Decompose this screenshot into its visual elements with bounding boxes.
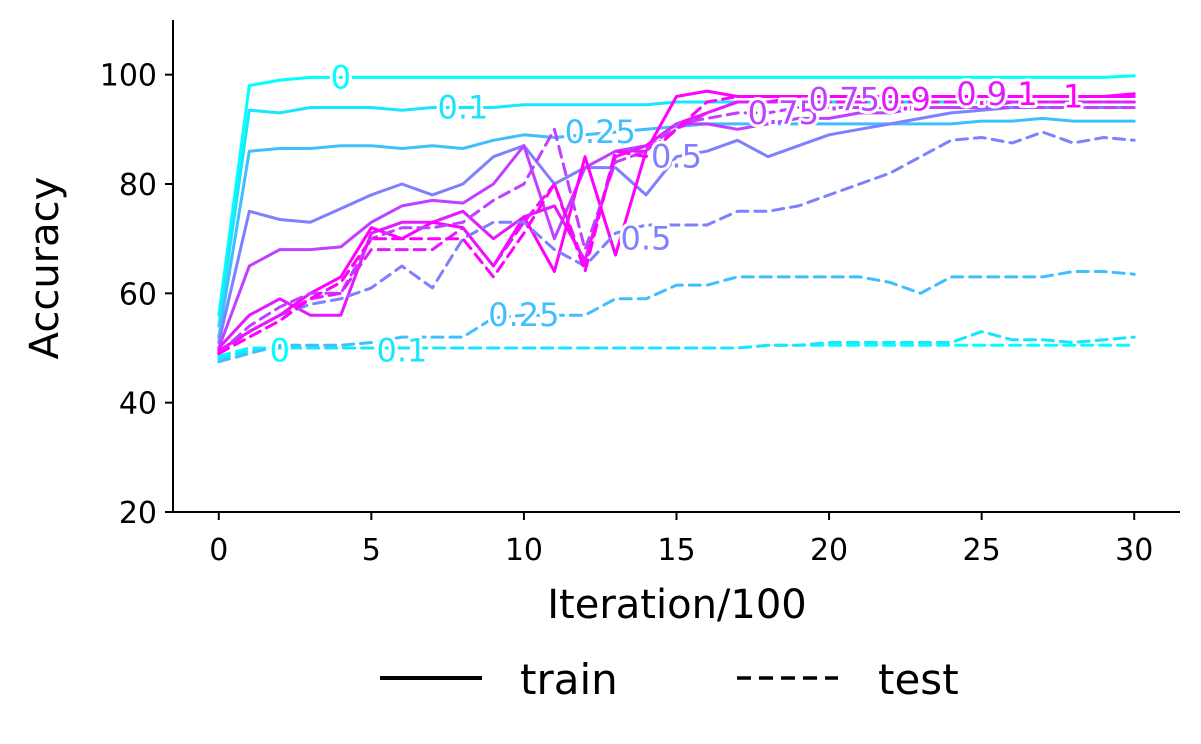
inline-series-label: 0.9 (880, 80, 931, 118)
inline-series-label: 0.5 (621, 220, 672, 258)
legend: train test (380, 655, 959, 704)
inline-series-label: 1 (1063, 78, 1083, 116)
inline-series-label: 0.1 (437, 89, 488, 127)
series-line-test-0.75 (217, 106, 1136, 355)
x-tick-label: 15 (657, 533, 695, 568)
inline-series-label: 0.1 (376, 332, 427, 370)
y-tick-label: 100 (100, 59, 157, 94)
inline-series-label: 0 (270, 332, 290, 370)
series-line-test-0.25 (217, 270, 1136, 364)
series-line-test-0.5 (217, 130, 1136, 355)
series-line-train-0.5 (217, 106, 1136, 344)
y-tick-label: 60 (119, 277, 157, 312)
x-tick-label: 10 (505, 533, 543, 568)
series-layer (217, 74, 1136, 364)
series-line-train-0.25 (217, 116, 1136, 339)
series-line-test-1 (217, 95, 1136, 355)
x-tick-label: 5 (362, 533, 381, 568)
x-tick-label: 25 (963, 533, 1001, 568)
inline-label-layer: 00.10.250.50.750.75 0.9 0.9 1 10 0.10.250.5 (267, 55, 1087, 372)
x-tick-label: 0 (209, 533, 228, 568)
inline-series-label: 0.25 (488, 296, 559, 334)
y-axis-label: Accuracy (22, 177, 68, 360)
legend-test-label: test (878, 655, 959, 704)
inline-series-label: 0.75 (748, 94, 819, 132)
series-line-test-0.9 (217, 100, 1136, 355)
x-axis-label: Iteration/100 (547, 582, 807, 628)
y-tick-label: 20 (119, 496, 157, 531)
inline-series-label: 0.9 (956, 75, 1007, 113)
inline-series-label: 0.75 (809, 80, 880, 118)
series-line-train-0 (217, 74, 1136, 317)
x-tick-label: 20 (810, 533, 848, 568)
series-line-train-0.9 (217, 95, 1136, 350)
y-tick-label: 80 (119, 168, 157, 203)
inline-series-label: 0.5 (651, 138, 702, 176)
x-tick-label: 30 (1115, 533, 1153, 568)
y-tick-label: 40 (119, 387, 157, 422)
series-line-train-1 (217, 89, 1136, 353)
legend-train-label: train (520, 655, 618, 704)
inline-series-label: 0.25 (565, 113, 636, 151)
inline-series-label: 0 (331, 58, 351, 96)
inline-series-label: 1 (1017, 75, 1037, 113)
series-line-test-0.1 (217, 330, 1136, 361)
